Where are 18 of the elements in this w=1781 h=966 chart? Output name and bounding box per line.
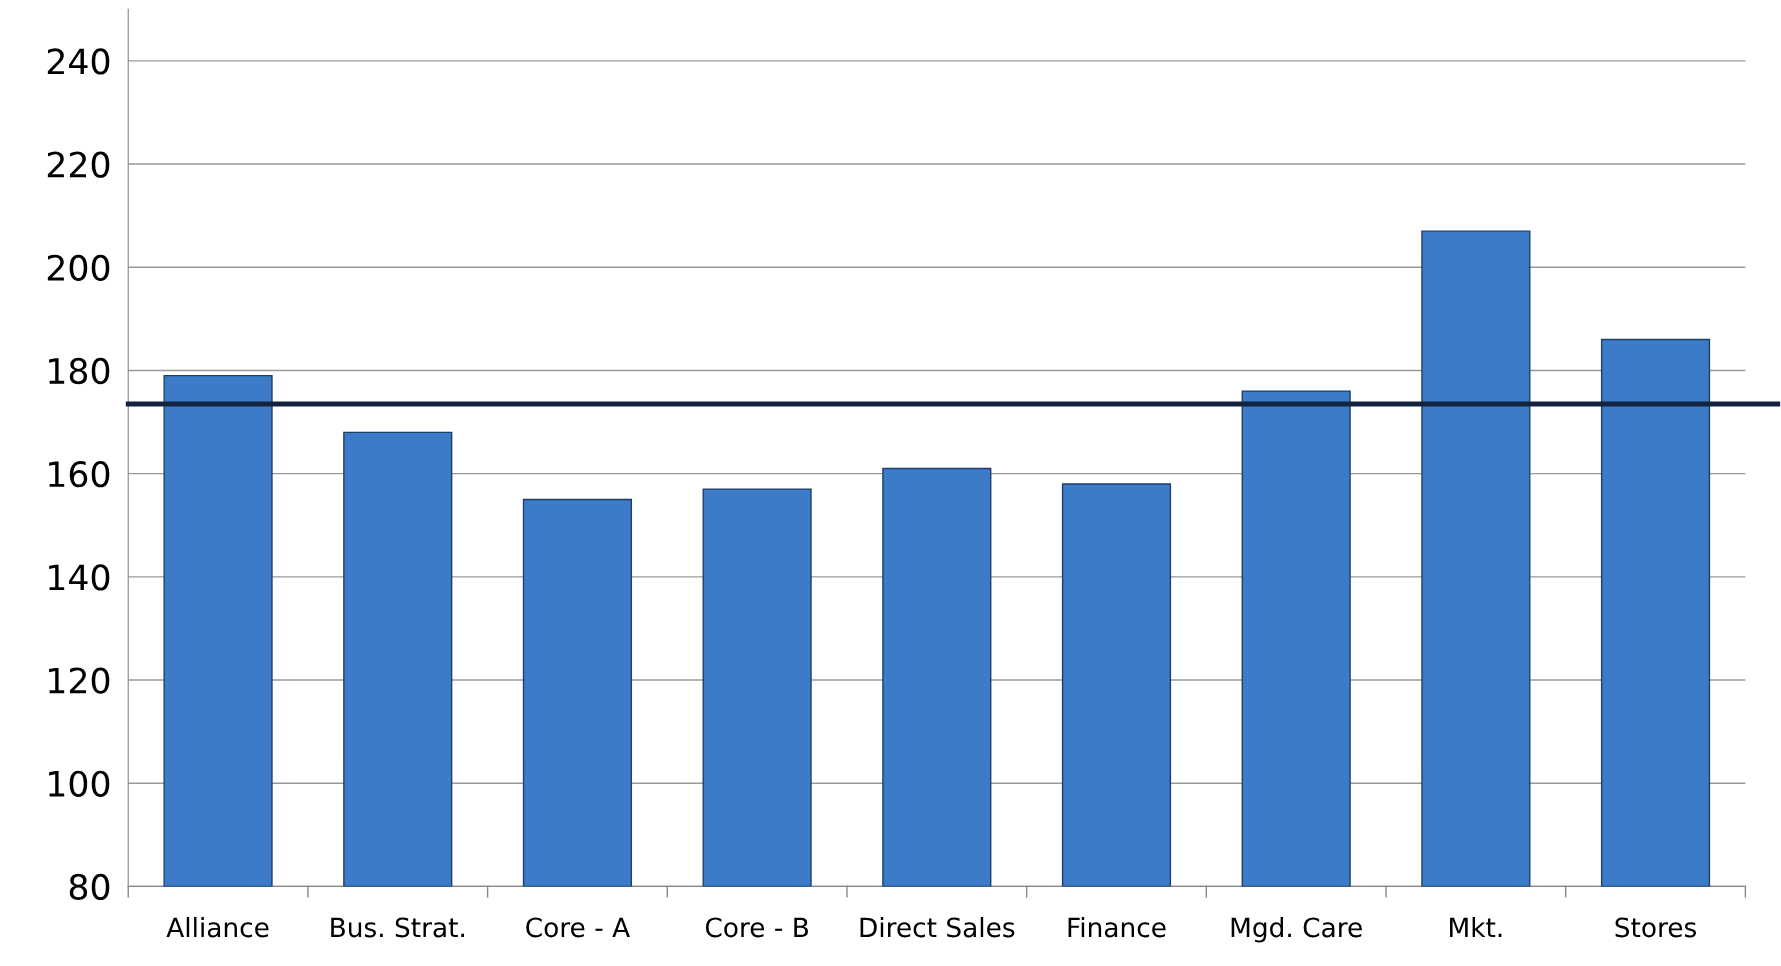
x-tick-label: Mkt. <box>1450 916 1502 938</box>
x-tick-label: Direct Sales <box>860 916 1015 938</box>
y-tick-label: 80 <box>69 873 110 901</box>
x-tick-label: Mgd. Care <box>1231 916 1362 943</box>
x-tick-label: Core - A <box>526 917 630 938</box>
y-tick-label: 100 <box>49 770 110 797</box>
x-tick-label: Alliance <box>166 916 269 938</box>
x-tick-label: Core - B <box>705 917 808 938</box>
x-tick-label: Stores <box>1615 917 1696 938</box>
y-tick-label: 160 <box>49 461 110 488</box>
x-tick-label: Finance <box>1068 916 1166 938</box>
y-tick-label: 220 <box>47 151 110 178</box>
y-tick-label: 180 <box>49 357 110 385</box>
y-tick-label: 200 <box>47 254 110 281</box>
y-tick-label: 240 <box>47 48 110 75</box>
y-tick-label: 120 <box>49 667 110 694</box>
x-tick-label: Bus. Strat. <box>331 917 465 938</box>
y-tick-label: 140 <box>49 564 110 591</box>
